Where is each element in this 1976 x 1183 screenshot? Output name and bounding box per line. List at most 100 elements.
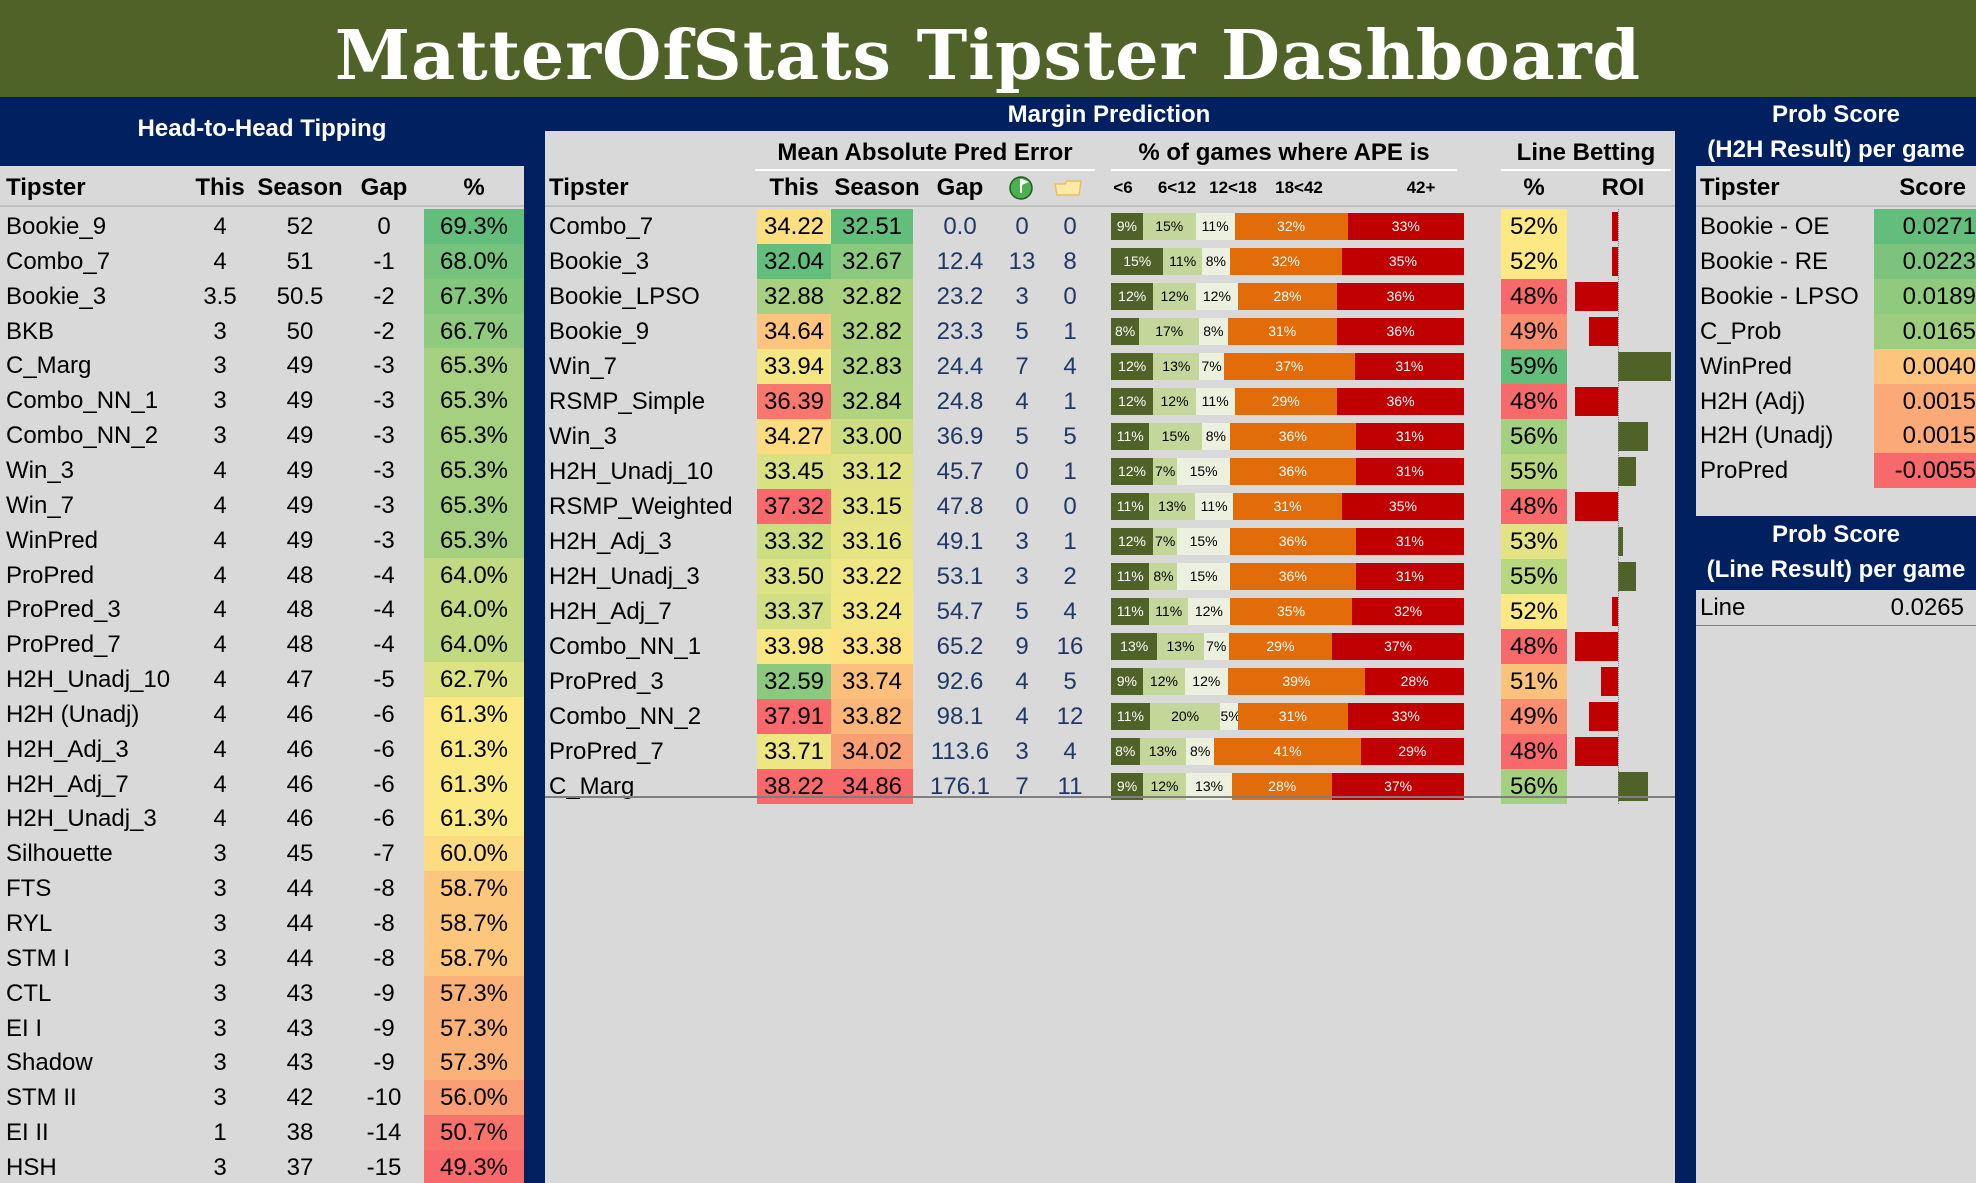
h2h-header-row: Tipster This Season Gap %	[0, 170, 524, 205]
prob-line-underline	[1696, 625, 1976, 626]
mape-gap: 113.6	[930, 738, 990, 765]
table-row: WinPred 4 49 -3 65.3%	[0, 522, 524, 558]
prob-line-panel: Line 0.0265	[1696, 590, 1976, 1183]
mape-best-count: 13	[1008, 248, 1036, 275]
mape-worst-count: 2	[1063, 563, 1077, 590]
mape-best-count: 4	[1015, 388, 1029, 415]
prob-tipster: ProPred	[1700, 457, 1789, 485]
line-pct: 52%	[1501, 244, 1567, 279]
ape-segment: 7%	[1152, 458, 1178, 485]
h2h-this: 3	[213, 387, 227, 415]
h2h-col-tipster: Tipster	[6, 174, 86, 201]
table-row: Bookie_9 34.64 32.82 23.3 5 1 8% 17% 8% 31% 36% 49%	[545, 314, 1675, 349]
h2h-season: 43	[286, 1049, 314, 1077]
ape-segment: 39%	[1227, 668, 1366, 695]
prob-tipster: Bookie - LPSO	[1700, 282, 1859, 310]
h2h-tipster: EI II	[6, 1119, 49, 1147]
line-pct: 55%	[1501, 559, 1567, 594]
h2h-this: 3	[213, 1049, 227, 1077]
mape-this: 34.27	[757, 419, 831, 454]
prob-score: 0.0271	[1874, 209, 1976, 244]
h2h-gap: -6	[373, 735, 395, 763]
h2h-this: 4	[213, 491, 227, 519]
mape-best-count: 5	[1015, 318, 1029, 345]
h2h-this: 3	[213, 944, 227, 972]
margin-tipster: Combo_NN_2	[549, 703, 702, 730]
h2h-season: 52	[286, 213, 314, 240]
h2h-tipster: WinPred	[6, 526, 99, 554]
table-row: RSMP_Weighted 37.32 33.15 47.8 0 0 11% 13% 11% 31…	[545, 489, 1675, 524]
line-pct: 48%	[1501, 629, 1567, 664]
margin-tipster: Win_7	[549, 353, 618, 380]
ape-segment: 29%	[1234, 388, 1337, 415]
mape-worst-count: 4	[1063, 353, 1077, 380]
h2h-tipster: HSH	[6, 1153, 57, 1181]
h2h-pct: 61.3%	[424, 731, 524, 767]
ape-segment: 8%	[1111, 738, 1140, 765]
h2h-this: 4	[213, 456, 227, 484]
ape-segment: 32%	[1352, 598, 1465, 625]
h2h-season: 51	[286, 247, 314, 275]
mape-best-count: 9	[1015, 633, 1029, 660]
mape-this: 37.91	[757, 699, 831, 734]
mape-best-count: 5	[1015, 598, 1029, 625]
mape-best-count: 4	[1015, 668, 1029, 695]
mape-this: 33.37	[757, 594, 831, 629]
h2h-tipster: H2H_Adj_7	[6, 770, 129, 798]
table-row: H2H_Adj_3 33.32 33.16 49.1 3 1 12% 7% 15% 36% 31% 5…	[545, 524, 1675, 559]
mape-season: 33.38	[831, 629, 913, 664]
pin-flag-icon	[1007, 170, 1037, 205]
table-row: Shadow 3 43 -9 57.3%	[0, 1045, 524, 1081]
table-row: Win_3 34.27 33.00 36.9 5 5 11% 15% 8% 36% 31% 56%	[545, 419, 1675, 454]
mape-season: 33.12	[831, 454, 913, 489]
margin-tipster: H2H_Adj_3	[549, 528, 672, 555]
h2h-pct: 65.3%	[424, 452, 524, 488]
roi-bar	[1575, 632, 1618, 661]
margin-panel: Mean Absolute Pred Error % of games wher…	[545, 131, 1675, 1183]
h2h-gap: -6	[373, 770, 395, 798]
prob-tipster: Bookie - RE	[1700, 247, 1829, 275]
margin-table-bottom-line	[545, 796, 1675, 798]
h2h-this: 4	[213, 805, 227, 833]
h2h-gap: -8	[373, 875, 395, 903]
prob-col-score: Score	[1899, 174, 1966, 201]
margin-tipster: Bookie_LPSO	[549, 283, 700, 310]
mape-season: 32.83	[831, 349, 913, 384]
h2h-gap: -3	[373, 352, 395, 380]
h2h-gap: -3	[373, 491, 395, 519]
ape-segment: 8%	[1111, 318, 1140, 345]
h2h-gap: -4	[373, 561, 395, 589]
ape-segment: 12%	[1143, 773, 1186, 800]
margin-header-divider	[545, 205, 1675, 207]
mape-worst-count: 5	[1063, 423, 1077, 450]
ape-segment: 12%	[1142, 668, 1186, 695]
ape-segment: 36%	[1229, 528, 1356, 555]
mape-this: 34.22	[757, 209, 831, 244]
dashboard-title: MatterOfStats Tipster Dashboard	[0, 0, 1976, 97]
table-row: Bookie - LPSO 0.0189	[1696, 278, 1976, 314]
table-row: Combo_NN_1 3 49 -3 65.3%	[0, 383, 524, 419]
mape-this: 33.45	[757, 454, 831, 489]
mape-best-count: 7	[1015, 353, 1029, 380]
table-row: Combo_7 34.22 32.51 0.0 0 0 9% 15% 11% 32% 33% 52%	[545, 209, 1675, 244]
h2h-pct: 56.0%	[424, 1080, 524, 1116]
prob-tipster: WinPred	[1700, 352, 1793, 380]
mape-worst-count: 5	[1063, 668, 1077, 695]
line-col-pct: %	[1523, 174, 1545, 201]
h2h-tipster: STM I	[6, 944, 70, 972]
mape-season: 32.84	[831, 384, 913, 419]
h2h-pct: 65.3%	[424, 383, 524, 419]
ape-segment: 8%	[1201, 423, 1230, 450]
ape-segment: 13%	[1157, 633, 1204, 660]
ape-segment: 12%	[1187, 598, 1230, 625]
ape-segment: 37%	[1332, 633, 1465, 660]
line-pct: 49%	[1501, 699, 1567, 734]
ape-segment: 7%	[1203, 633, 1229, 660]
h2h-season: 43	[286, 979, 314, 1007]
h2h-gap: -3	[373, 456, 395, 484]
h2h-season: 49	[286, 491, 314, 519]
ape-segment: 31%	[1227, 318, 1337, 345]
table-row: Combo_NN_1 33.98 33.38 65.2 9 16 13% 13% 7% 29% 37…	[545, 629, 1675, 664]
h2h-gap: -2	[373, 282, 395, 310]
ape-segment: 13%	[1185, 773, 1233, 800]
